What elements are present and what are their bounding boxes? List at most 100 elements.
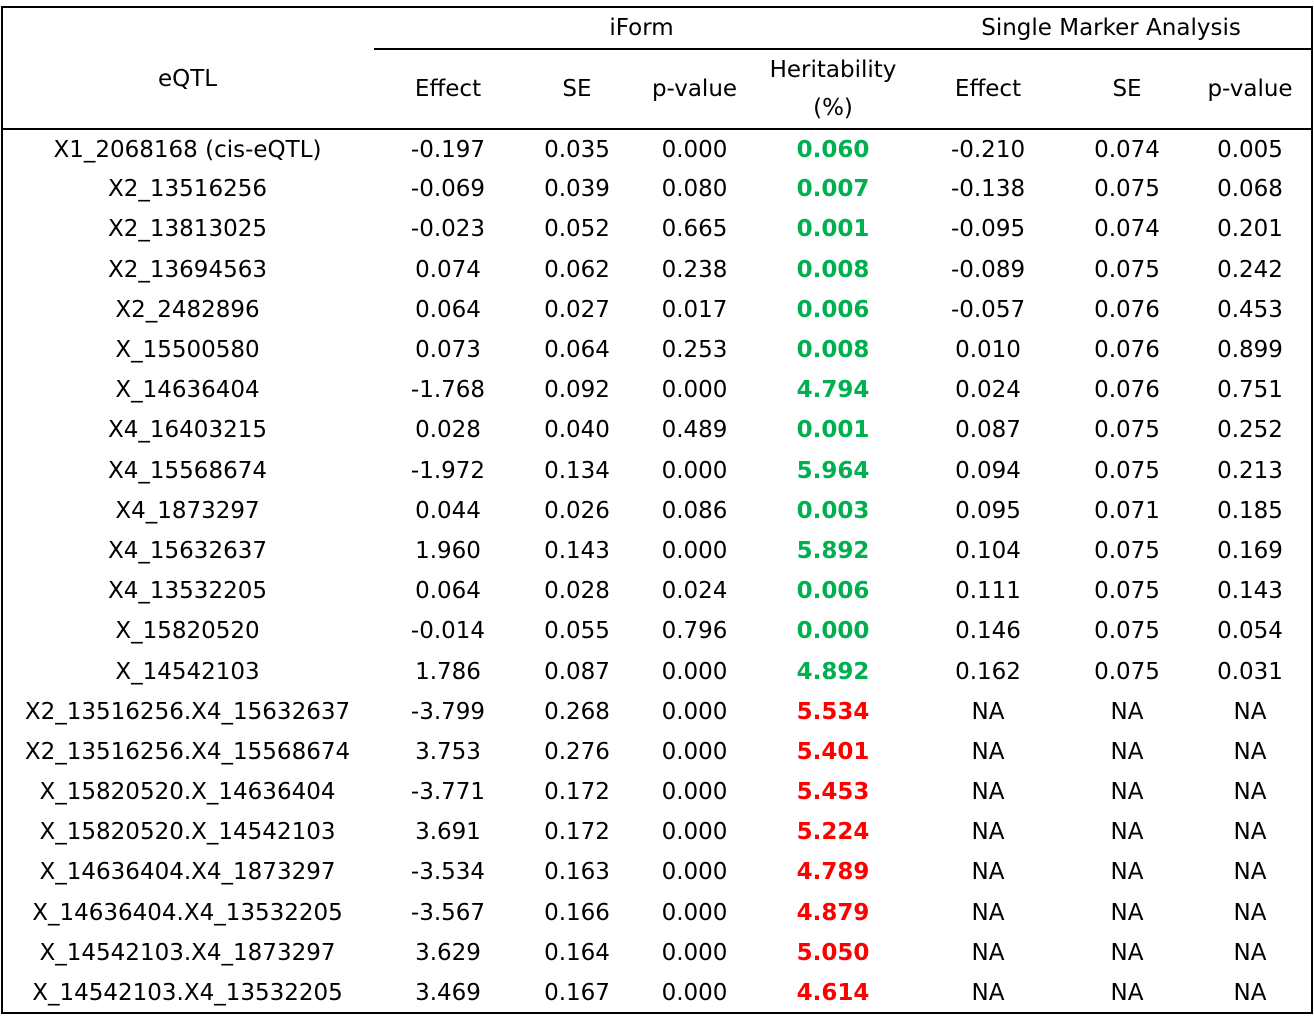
cell-sma-pvalue: 0.899 [1217, 337, 1283, 364]
cell-iform-se: 0.039 [544, 176, 610, 203]
cell-sma-se: 0.076 [1094, 296, 1160, 323]
cell-iform-effect: 0.073 [415, 337, 481, 364]
cell-iform-effect: -0.069 [410, 176, 486, 203]
table-row: X_14636404.X4_1873297 -3.534 0.163 0.000 4.7… [1, 852, 1313, 892]
cell-sma-se: 0.075 [1094, 618, 1160, 645]
table-row: X1_2068168 (cis-eQTL) -0.197 0.035 0.000 0.0… [1, 129, 1313, 169]
cell-iform-effect: -3.534 [410, 859, 486, 886]
cell-iform-effect: -3.799 [410, 698, 486, 725]
cell-sma-pvalue: 0.185 [1217, 497, 1283, 524]
cell-iform-effect: 0.044 [415, 497, 481, 524]
cell-sma-se: NA [1110, 899, 1144, 926]
cell-sma-se: NA [1110, 859, 1144, 886]
cell-eqtl: X2_2482896 [115, 296, 260, 323]
cell-sma-se: NA [1110, 698, 1144, 725]
cell-iform-pvalue: 0.253 [661, 337, 728, 364]
cell-heritability: 5.892 [796, 537, 870, 564]
cell-iform-effect: 1.960 [415, 537, 481, 564]
cell-sma-effect: NA [971, 899, 1005, 926]
table-row: X_14542103.X4_1873297 3.629 0.164 0.000 5.05… [1, 933, 1313, 973]
cell-sma-pvalue: 0.252 [1217, 417, 1283, 444]
header-heritability-line1: Heritability [769, 57, 897, 83]
cell-sma-pvalue: NA [1233, 779, 1267, 806]
cell-iform-pvalue: 0.000 [661, 859, 728, 886]
cell-sma-pvalue: NA [1233, 979, 1267, 1006]
header-group-iform: iForm [374, 7, 910, 50]
cell-eqtl: X4_1873297 [115, 497, 260, 524]
cell-iform-effect: -3.567 [410, 899, 486, 926]
cell-sma-se: 0.075 [1094, 417, 1160, 444]
table-row: X2_13813025 -0.023 0.052 0.665 0.001 -0.095 0.… [1, 209, 1313, 249]
cell-sma-se: 0.076 [1094, 377, 1160, 404]
table-row: X2_13516256.X4_15632637 -3.799 0.268 0.000 5… [1, 692, 1313, 732]
cell-iform-pvalue: 0.000 [661, 939, 728, 966]
cell-iform-se: 0.035 [544, 136, 610, 163]
cell-heritability: 5.964 [796, 457, 870, 484]
cell-iform-effect: -1.768 [410, 377, 486, 404]
cell-iform-se: 0.167 [544, 979, 610, 1006]
cell-sma-se: 0.075 [1094, 537, 1160, 564]
cell-heritability: 0.008 [796, 337, 870, 364]
cell-iform-se: 0.064 [544, 337, 610, 364]
cell-eqtl: X2_13813025 [108, 216, 267, 243]
header-group-single-marker-analysis: Single Marker Analysis [909, 7, 1314, 50]
cell-iform-pvalue: 0.000 [661, 899, 728, 926]
cell-iform-effect: -1.972 [410, 457, 486, 484]
cell-sma-effect: 0.094 [955, 457, 1021, 484]
cell-heritability: 0.060 [796, 136, 870, 163]
cell-iform-se: 0.027 [544, 296, 610, 323]
cell-sma-effect: 0.024 [955, 377, 1021, 404]
table-row: X4_16403215 0.028 0.040 0.489 0.001 0.087 0.07… [1, 410, 1313, 450]
cell-iform-pvalue: 0.000 [661, 979, 728, 1006]
cell-eqtl: X4_16403215 [108, 417, 267, 444]
cell-sma-effect: 0.104 [955, 537, 1021, 564]
header-sma-pvalue: p-value [1207, 76, 1293, 102]
header-sma-effect: Effect [954, 76, 1022, 102]
cell-sma-effect: -0.210 [950, 136, 1026, 163]
cell-iform-effect: 3.691 [415, 819, 481, 846]
header-eqtl: eQTL [157, 65, 218, 92]
cell-sma-effect: 0.146 [955, 618, 1021, 645]
cell-sma-se: 0.075 [1094, 457, 1160, 484]
cell-iform-effect: 0.074 [415, 256, 481, 283]
cell-heritability: 0.006 [796, 578, 870, 605]
cell-iform-se: 0.164 [544, 939, 610, 966]
cell-iform-effect: 3.629 [415, 939, 481, 966]
cell-eqtl: X2_13516256.X4_15568674 [24, 738, 351, 765]
cell-iform-effect: -0.197 [410, 136, 486, 163]
cell-iform-effect: -3.771 [410, 779, 486, 806]
cell-iform-pvalue: 0.000 [661, 779, 728, 806]
table-row: X4_15568674 -1.972 0.134 0.000 5.964 0.094 0.0… [1, 451, 1313, 491]
cell-heritability: 5.453 [796, 779, 870, 806]
cell-sma-effect: 0.111 [955, 578, 1021, 605]
cell-sma-se: 0.074 [1094, 136, 1160, 163]
cell-iform-pvalue: 0.000 [661, 819, 728, 846]
cell-eqtl: X4_13532205 [108, 578, 267, 605]
header-heritability-line2: (%) [813, 95, 853, 121]
cell-iform-pvalue: 0.017 [661, 296, 728, 323]
cell-iform-pvalue: 0.000 [661, 698, 728, 725]
cell-iform-effect: 0.028 [415, 417, 481, 444]
cell-iform-effect: 0.064 [415, 296, 481, 323]
cell-iform-pvalue: 0.665 [661, 216, 728, 243]
cell-heritability: 0.006 [796, 296, 870, 323]
cell-sma-effect: NA [971, 859, 1005, 886]
cell-iform-se: 0.052 [544, 216, 610, 243]
cell-iform-pvalue: 0.489 [661, 417, 728, 444]
cell-eqtl: X_15820520.X_14542103 [39, 819, 336, 846]
cell-eqtl: X4_15632637 [108, 537, 267, 564]
cell-sma-pvalue: 0.143 [1217, 578, 1283, 605]
cell-iform-effect: 3.469 [415, 979, 481, 1006]
cell-iform-se: 0.062 [544, 256, 610, 283]
cell-iform-effect: -0.023 [410, 216, 486, 243]
cell-sma-pvalue: 0.751 [1217, 377, 1283, 404]
table-row: X4_13532205 0.064 0.028 0.024 0.006 0.111 0.07… [1, 571, 1313, 611]
cell-sma-effect: NA [971, 819, 1005, 846]
cell-iform-se: 0.040 [544, 417, 610, 444]
cell-eqtl: X4_15568674 [108, 457, 267, 484]
cell-iform-pvalue: 0.238 [661, 256, 728, 283]
cell-iform-pvalue: 0.024 [661, 578, 728, 605]
cell-eqtl: X1_2068168 (cis-eQTL) [53, 136, 322, 163]
cell-sma-se: NA [1110, 779, 1144, 806]
cell-heritability: 5.534 [796, 698, 870, 725]
